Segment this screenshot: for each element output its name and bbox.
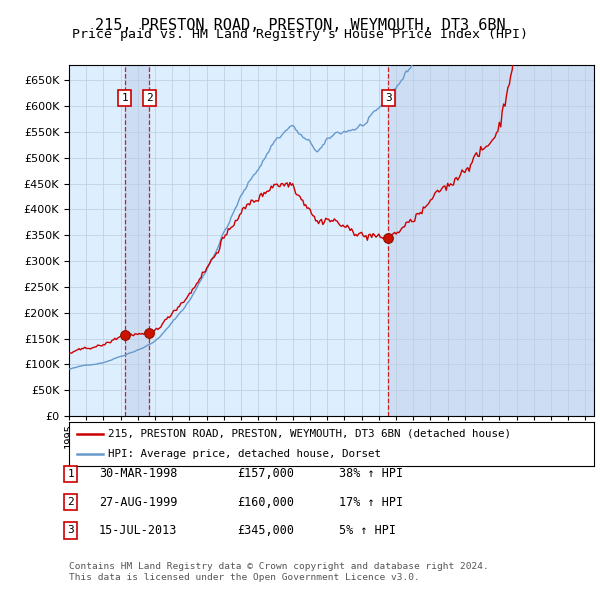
Text: 27-AUG-1999: 27-AUG-1999 bbox=[99, 496, 178, 509]
Text: 215, PRESTON ROAD, PRESTON, WEYMOUTH, DT3 6BN: 215, PRESTON ROAD, PRESTON, WEYMOUTH, DT… bbox=[95, 18, 505, 32]
Bar bbox=[125, 65, 149, 416]
Text: £345,000: £345,000 bbox=[237, 524, 294, 537]
Text: 5% ↑ HPI: 5% ↑ HPI bbox=[339, 524, 396, 537]
Bar bbox=[388, 65, 594, 416]
Text: 38% ↑ HPI: 38% ↑ HPI bbox=[339, 467, 403, 480]
Text: 2: 2 bbox=[146, 93, 152, 103]
Text: Price paid vs. HM Land Registry's House Price Index (HPI): Price paid vs. HM Land Registry's House … bbox=[72, 28, 528, 41]
Text: Contains HM Land Registry data © Crown copyright and database right 2024.: Contains HM Land Registry data © Crown c… bbox=[69, 562, 489, 571]
Text: £160,000: £160,000 bbox=[237, 496, 294, 509]
Text: 2: 2 bbox=[67, 497, 74, 507]
Text: 30-MAR-1998: 30-MAR-1998 bbox=[99, 467, 178, 480]
Text: 1: 1 bbox=[121, 93, 128, 103]
Text: This data is licensed under the Open Government Licence v3.0.: This data is licensed under the Open Gov… bbox=[69, 572, 420, 582]
Text: 3: 3 bbox=[67, 526, 74, 535]
Text: HPI: Average price, detached house, Dorset: HPI: Average price, detached house, Dors… bbox=[109, 449, 382, 459]
Text: 215, PRESTON ROAD, PRESTON, WEYMOUTH, DT3 6BN (detached house): 215, PRESTON ROAD, PRESTON, WEYMOUTH, DT… bbox=[109, 429, 511, 439]
Text: £157,000: £157,000 bbox=[237, 467, 294, 480]
Text: 1: 1 bbox=[67, 469, 74, 478]
Text: 15-JUL-2013: 15-JUL-2013 bbox=[99, 524, 178, 537]
Text: 17% ↑ HPI: 17% ↑ HPI bbox=[339, 496, 403, 509]
Text: 3: 3 bbox=[385, 93, 392, 103]
